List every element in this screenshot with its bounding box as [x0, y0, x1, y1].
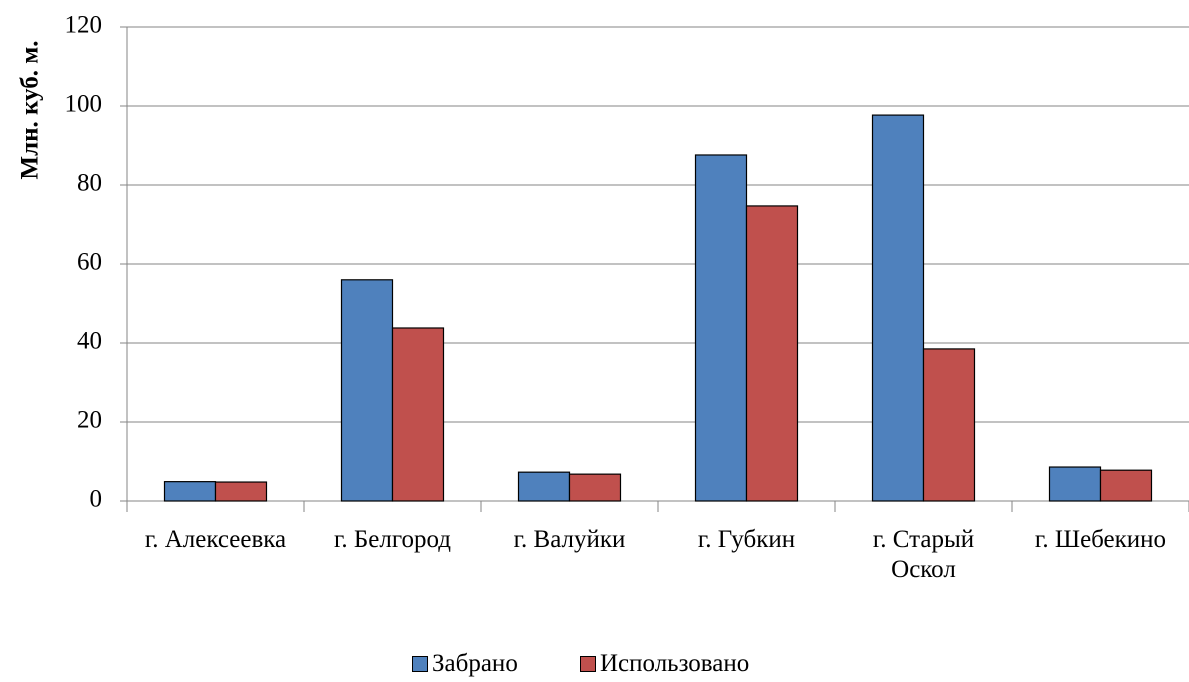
x-tick-label: г. Шебекино — [1034, 526, 1167, 553]
bar — [568, 473, 622, 502]
bar — [214, 481, 268, 502]
y-tick-label: 80 — [77, 170, 102, 197]
y-tick-label: 20 — [77, 407, 102, 434]
x-tick-label: г. Алексеевка — [144, 526, 287, 553]
x-tick-label: г. Белгород — [334, 526, 451, 553]
bar — [694, 154, 748, 502]
legend-label: Забрано — [432, 650, 518, 677]
x-tick-label: г. Губкин — [697, 526, 796, 553]
y-axis-title: Млн. куб. м. — [17, 40, 44, 179]
bar — [1048, 466, 1102, 502]
y-tick-label: 0 — [90, 486, 103, 513]
legend-item: Забрано — [412, 650, 518, 678]
x-tick-label: г. Старый Оскол — [872, 526, 975, 583]
bar — [517, 471, 571, 502]
y-tick-label: 40 — [77, 328, 102, 355]
y-tick-label: 100 — [65, 91, 103, 118]
legend-item: Использовано — [580, 650, 749, 678]
bar — [340, 279, 394, 502]
y-tick-label: 60 — [77, 249, 102, 276]
bar — [163, 481, 217, 502]
legend-swatch — [412, 656, 428, 672]
bar — [391, 327, 445, 502]
bar — [745, 205, 799, 502]
y-tick-label: 120 — [65, 12, 103, 39]
legend-swatch — [580, 656, 596, 672]
x-tick-label: г. Валуйки — [513, 526, 626, 553]
bar — [1099, 469, 1153, 502]
bar — [871, 114, 925, 502]
legend-label: Использовано — [600, 650, 750, 677]
bar — [922, 348, 976, 502]
